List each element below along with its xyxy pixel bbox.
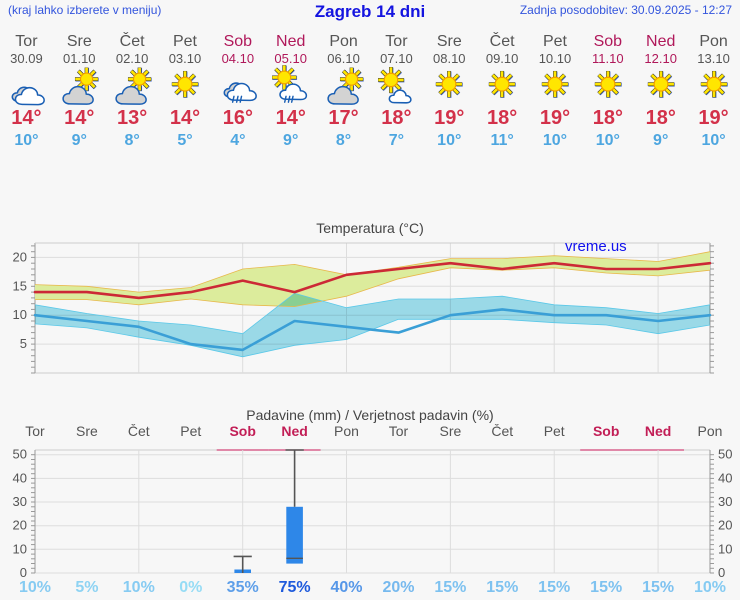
svg-text:vreme.us: vreme.us xyxy=(565,238,627,255)
svg-text:Pet: Pet xyxy=(544,424,565,439)
svg-text:10: 10 xyxy=(13,541,27,556)
svg-text:Pon: Pon xyxy=(698,424,723,439)
svg-text:Pet: Pet xyxy=(180,424,201,439)
svg-text:10: 10 xyxy=(718,541,732,556)
svg-text:Sre: Sre xyxy=(440,424,462,439)
svg-text:Sre: Sre xyxy=(76,424,98,439)
svg-text:Ned: Ned xyxy=(281,424,307,439)
svg-text:20: 20 xyxy=(13,518,27,533)
svg-text:Sob: Sob xyxy=(593,424,619,439)
svg-text:15: 15 xyxy=(13,278,27,293)
svg-text:20: 20 xyxy=(718,518,732,533)
svg-text:Čet: Čet xyxy=(128,424,150,439)
svg-text:40: 40 xyxy=(13,470,27,485)
svg-text:5: 5 xyxy=(20,336,27,351)
svg-text:20: 20 xyxy=(13,249,27,264)
svg-text:0: 0 xyxy=(718,565,725,580)
svg-text:10: 10 xyxy=(13,307,27,322)
svg-text:30: 30 xyxy=(718,494,732,509)
svg-text:40: 40 xyxy=(718,470,732,485)
svg-text:Tor: Tor xyxy=(389,424,409,439)
svg-text:30: 30 xyxy=(13,494,27,509)
svg-text:0: 0 xyxy=(20,565,27,580)
svg-text:Ned: Ned xyxy=(645,424,671,439)
svg-text:Čet: Čet xyxy=(491,424,513,439)
svg-text:Tor: Tor xyxy=(25,424,45,439)
svg-text:50: 50 xyxy=(718,447,732,462)
svg-text:Pon: Pon xyxy=(334,424,359,439)
svg-text:50: 50 xyxy=(13,447,27,462)
svg-text:Sob: Sob xyxy=(229,424,255,439)
